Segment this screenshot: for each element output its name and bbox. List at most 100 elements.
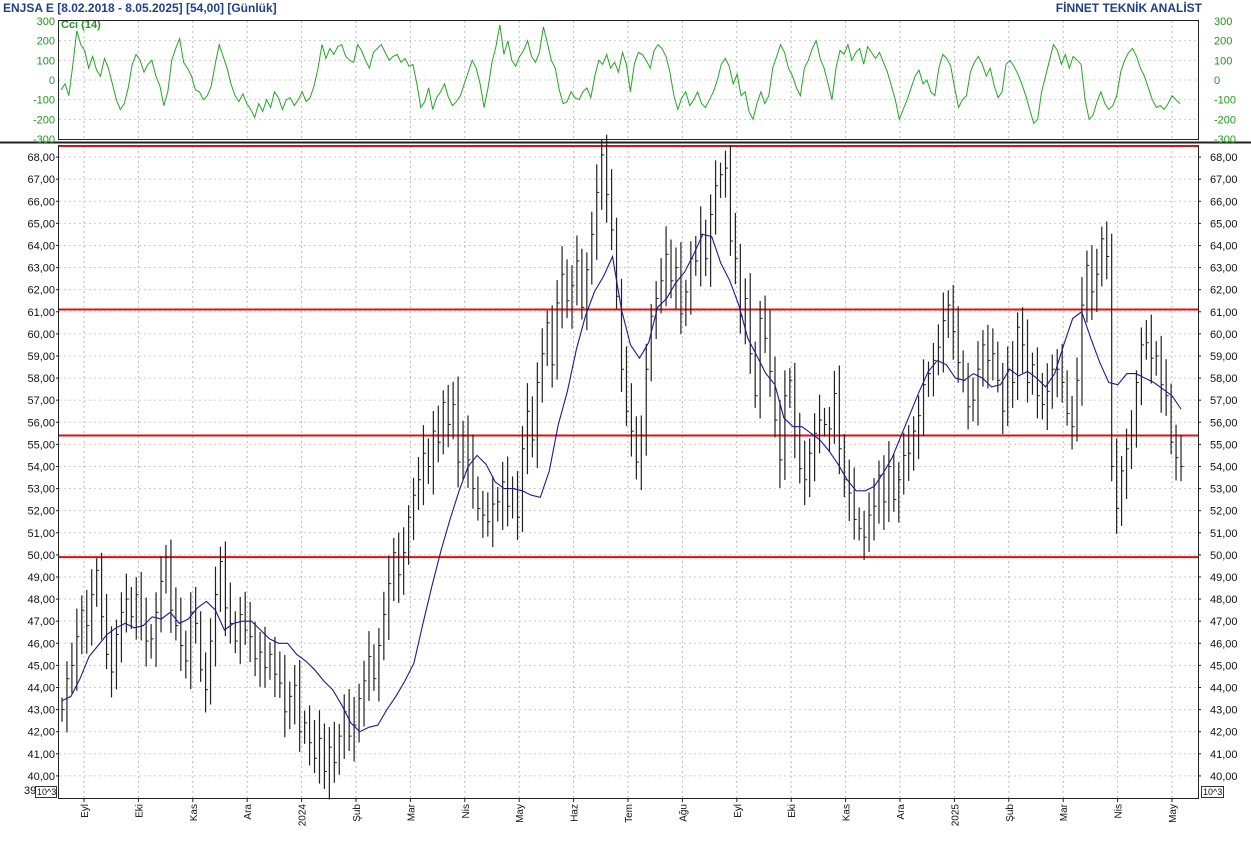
x-tick-label: Şub [352,804,363,822]
cci-y-tick-right: -200 [1214,114,1236,126]
price-y-tick-left: 63,00 [27,263,55,275]
price-y-tick-right: 61,00 [1210,307,1238,319]
chart-header-brand: FİNNET TEKNİK ANALİST [1055,1,1202,15]
price-y-tick-right: 67,00 [1210,174,1238,186]
price-y-tick-right: 50,00 [1210,550,1238,562]
price-y-tick-left: 44,00 [27,682,55,694]
x-tick-label: May [1168,804,1179,823]
x-tick-label: Tem [624,804,635,823]
cci-y-tick-left: -200 [33,114,55,126]
price-y-tick-right: 68,00 [1210,152,1238,164]
cci-y-tick-left: -300 [33,134,55,146]
price-y-tick-right: 43,00 [1210,705,1238,717]
price-y-tick-left: 67,00 [27,174,55,186]
price-y-tick-left: 45,00 [27,660,55,672]
cci-y-tick-right: -300 [1214,134,1236,146]
price-y-tick-left: 56,00 [27,417,55,429]
right-scale-badge: 10^3 [1203,787,1222,797]
price-y-tick-right: 44,00 [1210,682,1238,694]
price-y-tick-right: 53,00 [1210,484,1238,496]
x-tick-label: Ara [896,804,907,820]
price-y-tick-right: 59,00 [1210,351,1238,363]
price-y-tick-right: 46,00 [1210,638,1238,650]
price-y-tick-right: 47,00 [1210,616,1238,628]
price-y-tick-right: 66,00 [1210,196,1238,208]
x-tick-label: 2025 [950,804,961,827]
right-scale-badge-box [1201,786,1224,798]
price-y-tick-right: 41,00 [1210,749,1238,761]
price-y-tick-left: 42,00 [27,727,55,739]
cci-y-tick-left: 100 [37,55,55,67]
x-tick-label: Eki [134,804,145,818]
price-y-tick-right: 55,00 [1210,439,1238,451]
price-y-tick-left: 51,00 [27,528,55,540]
x-tick-label: May [515,804,526,823]
price-y-tick-left: 47,00 [27,616,55,628]
price-y-tick-left: 58,00 [27,373,55,385]
left-scale-badge: 10^3 [37,787,56,797]
price-y-tick-left: 61,00 [27,307,55,319]
price-y-tick-left: 50,00 [27,550,55,562]
x-tick-label: Ağu [678,804,689,822]
price-y-tick-left: 59,00 [27,351,55,363]
price-y-tick-left: 41,00 [27,749,55,761]
x-tick-label: Eyl [80,804,91,818]
price-y-tick-right: 64,00 [1210,240,1238,252]
price-y-tick-bottom: 39 [24,785,36,797]
price-y-tick-left: 65,00 [27,218,55,230]
price-y-tick-right: 57,00 [1210,395,1238,407]
price-y-tick-left: 53,00 [27,484,55,496]
price-y-tick-right: 58,00 [1210,373,1238,385]
price-y-tick-left: 62,00 [27,285,55,297]
price-y-tick-right: 52,00 [1210,506,1238,518]
price-y-tick-left: 49,00 [27,572,55,584]
x-tick-label: Eki [787,804,798,818]
price-y-tick-right: 62,00 [1210,285,1238,297]
price-y-tick-right: 45,00 [1210,660,1238,672]
price-y-tick-right: 40,00 [1210,771,1238,783]
price-y-tick-left: 54,00 [27,461,55,473]
price-y-tick-right: 42,00 [1210,727,1238,739]
x-tick-label: Şub [1005,804,1016,822]
price-y-tick-left: 66,00 [27,196,55,208]
chart-header-title: ENJSA E [8.02.2018 - 8.05.2025] [54,00] … [3,1,277,15]
cci-indicator-label: Cci (14) [61,19,101,31]
price-y-tick-right: 63,00 [1210,263,1238,275]
x-tick-label: Kas [842,804,853,821]
price-y-tick-left: 57,00 [27,395,55,407]
price-y-tick-right: 56,00 [1210,417,1238,429]
price-y-tick-right: 48,00 [1210,594,1238,606]
moving-average-line [61,233,1182,733]
price-y-tick-left: 52,00 [27,506,55,518]
left-scale-badge-box [35,786,57,798]
cci-y-tick-left: -100 [33,95,55,107]
price-y-tick-left: 55,00 [27,439,55,451]
cci-y-tick-right: 100 [1214,55,1232,67]
price-y-tick-right: 54,00 [1210,461,1238,473]
price-y-tick-right: 60,00 [1210,329,1238,341]
price-y-tick-right: 65,00 [1210,218,1238,230]
cci-y-tick-left: 0 [49,75,55,87]
x-tick-label: Mar [406,803,417,821]
x-tick-label: Nis [1114,804,1125,818]
price-y-tick-left: 46,00 [27,638,55,650]
price-y-tick-right: 51,00 [1210,528,1238,540]
price-y-tick-right: 49,00 [1210,572,1238,584]
x-tick-label: Nis [461,804,472,818]
x-tick-label: Ara [243,804,254,820]
x-tick-label: Haz [570,804,581,822]
cci-y-tick-left: 200 [37,36,55,48]
cci-y-tick-left: 300 [37,16,55,28]
cci-y-tick-right: 200 [1214,36,1232,48]
cci-panel-frame [58,20,1199,140]
cci-y-tick-right: 300 [1214,16,1232,28]
cci-line [60,24,1181,125]
price-y-tick-left: 64,00 [27,240,55,252]
price-y-tick-left: 48,00 [27,594,55,606]
cci-y-tick-right: 0 [1214,75,1220,87]
x-tick-label: Eyl [733,804,744,818]
x-tick-label: Kas [189,804,200,821]
x-tick-label: Mar [1059,803,1070,821]
price-y-tick-left: 43,00 [27,705,55,717]
